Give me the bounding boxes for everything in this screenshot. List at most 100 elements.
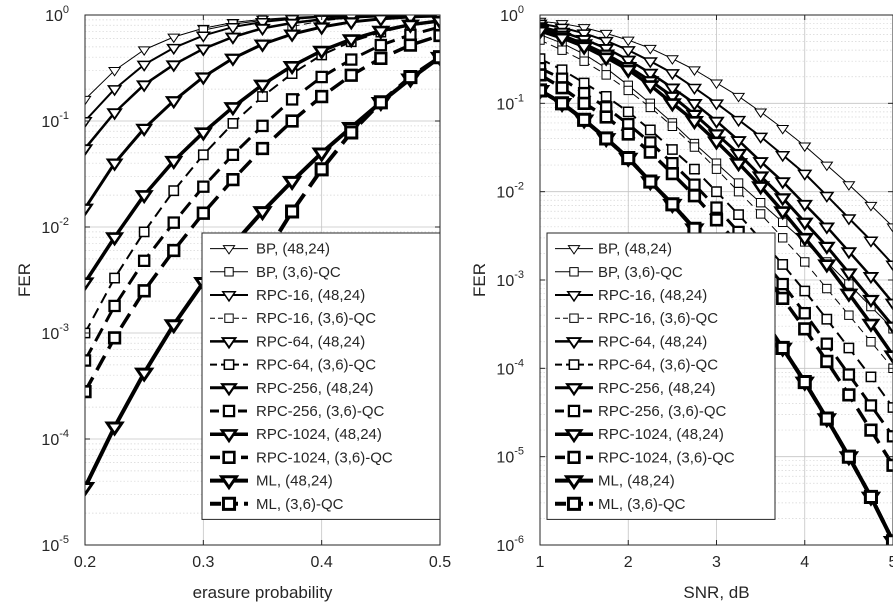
legend-label: RPC-256, (48,24) <box>256 380 374 397</box>
data-point <box>557 45 567 55</box>
data-point <box>600 90 612 102</box>
data-point <box>164 155 184 171</box>
data-point <box>85 144 94 157</box>
legend-label: RPC-16, (48,24) <box>598 287 707 304</box>
y-tick-exponent: -3 <box>59 322 69 334</box>
y-tick-base: 10 <box>496 96 514 113</box>
data-point <box>540 68 547 82</box>
data-point <box>109 272 120 284</box>
data-point <box>707 129 726 143</box>
data-point <box>166 43 182 56</box>
legend-label: ML, (48,24) <box>256 473 333 490</box>
data-point <box>193 127 213 142</box>
legend-marker <box>569 267 579 277</box>
legend-label: ML, (3,6)-QC <box>598 496 686 513</box>
data-point <box>312 22 331 36</box>
data-point <box>663 91 682 105</box>
data-point <box>196 206 210 220</box>
data-point <box>85 354 92 367</box>
data-point <box>777 233 788 243</box>
legend-label: RPC-256, (3,6)-QC <box>256 403 385 420</box>
data-point <box>709 79 724 90</box>
data-point <box>841 449 856 464</box>
data-point <box>374 51 388 65</box>
data-point <box>733 178 744 188</box>
data-point <box>640 80 660 95</box>
data-point <box>252 206 273 222</box>
data-point <box>135 80 153 93</box>
legend-label: RPC-1024, (48,24) <box>598 426 724 443</box>
y-tick-exponent: -4 <box>514 357 524 369</box>
data-point <box>776 277 789 291</box>
y-tick-label: 10-3 <box>496 269 524 290</box>
data-point <box>621 127 635 141</box>
y-tick-label: 10-2 <box>496 181 524 202</box>
data-point <box>777 259 789 270</box>
data-point <box>642 57 658 69</box>
data-point <box>168 185 180 197</box>
data-point <box>254 17 271 30</box>
data-point <box>821 313 833 325</box>
y-tick-exponent: -3 <box>514 269 524 281</box>
data-point <box>842 368 856 381</box>
data-point <box>227 117 239 129</box>
data-point <box>795 217 814 231</box>
data-point <box>400 19 420 34</box>
data-point <box>374 38 388 52</box>
y-tick-base: 10 <box>496 361 514 378</box>
data-point <box>733 209 744 221</box>
legend-label: RPC-64, (3,6)-QC <box>256 357 376 374</box>
data-point <box>621 36 635 47</box>
data-point <box>730 136 747 149</box>
data-point <box>728 158 749 173</box>
data-point <box>643 44 657 55</box>
y-tick-label: 10-4 <box>41 428 69 449</box>
data-point <box>817 241 836 255</box>
legend-label: RPC-1024, (3,6)-QC <box>598 449 735 466</box>
legend-marker <box>568 359 580 370</box>
legend-label: BP, (48,24) <box>598 241 672 258</box>
data-point <box>839 268 858 282</box>
legend-marker <box>569 313 579 323</box>
data-point <box>798 142 812 153</box>
y-tick-base: 10 <box>41 538 59 555</box>
legend-marker <box>221 496 237 511</box>
data-point <box>822 283 832 294</box>
data-point <box>165 60 183 73</box>
y-tick-exponent: 0 <box>518 4 524 16</box>
data-point <box>599 131 614 146</box>
data-point <box>85 117 93 129</box>
data-point <box>315 89 329 104</box>
legend-marker <box>224 313 234 323</box>
data-point <box>666 156 679 170</box>
data-point <box>798 322 812 336</box>
x-axis-label: SNR, dB <box>683 583 749 602</box>
data-point <box>85 481 96 498</box>
legend-marker <box>219 429 239 444</box>
data-point <box>540 83 548 98</box>
data-point <box>710 201 723 214</box>
data-point <box>863 236 879 248</box>
data-point <box>664 69 680 81</box>
y-tick-base: 10 <box>45 8 63 25</box>
chart-1: 0.2 0.3 0.4 0.510-510-410-310-210-1100erasu… <box>15 4 451 602</box>
data-point <box>666 144 678 155</box>
y-tick-label: 10-4 <box>496 357 524 378</box>
y-tick-exponent: -5 <box>514 446 524 458</box>
x-tick-label: 4 <box>800 554 809 571</box>
data-point <box>773 206 793 221</box>
data-point <box>85 95 92 106</box>
x-axis-label: erasure probability <box>193 583 333 602</box>
data-point <box>342 17 361 31</box>
y-tick-label: 10-5 <box>496 446 524 467</box>
data-point <box>619 55 637 68</box>
legend-marker <box>565 337 583 350</box>
data-point <box>253 39 272 53</box>
y-tick-base: 10 <box>496 538 514 555</box>
data-point <box>662 98 682 113</box>
y-tick-exponent: -4 <box>59 428 69 440</box>
data-point <box>577 24 591 34</box>
data-point <box>225 23 241 35</box>
data-point <box>753 132 769 144</box>
data-point <box>754 108 768 119</box>
